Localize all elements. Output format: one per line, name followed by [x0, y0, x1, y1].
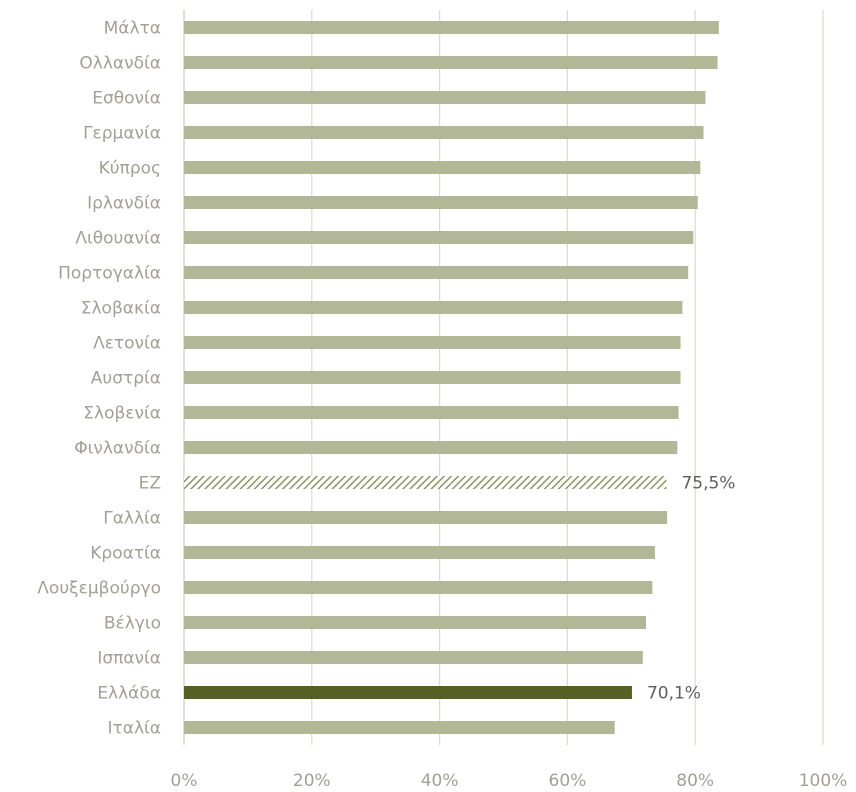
- category-label: Σλοβενία: [83, 404, 161, 424]
- bar-0: [184, 21, 719, 34]
- bar-3: [184, 126, 704, 139]
- bar-10: [184, 371, 681, 384]
- category-label: Γερμανία: [83, 124, 161, 144]
- category-label: Γαλλία: [103, 509, 161, 529]
- category-label: Βέλγιο: [104, 614, 161, 634]
- bar-11: [184, 406, 679, 419]
- bar-19: [184, 686, 632, 699]
- bar-6: [184, 231, 694, 244]
- bar-17: [184, 616, 646, 629]
- bar-12: [184, 441, 678, 454]
- category-label: Ιταλία: [108, 719, 161, 739]
- category-label: Κύπρος: [99, 159, 161, 179]
- category-label: Σλοβακία: [81, 299, 161, 319]
- x-tick-label: 0%: [171, 771, 198, 791]
- bar-20: [184, 721, 615, 734]
- x-tick-label: 100%: [799, 771, 848, 791]
- category-label: Λετονία: [93, 334, 161, 354]
- bar-15: [184, 546, 655, 559]
- bar-16: [184, 581, 653, 594]
- category-label: Αυστρία: [91, 369, 161, 389]
- data-labels: 75,5% 70,1%: [647, 474, 736, 704]
- bar-18: [184, 651, 643, 664]
- category-label: Ολλανδία: [79, 54, 161, 74]
- category-label: Ισπανία: [97, 649, 161, 669]
- category-label: Κροατία: [90, 544, 161, 564]
- bar-1: [184, 56, 718, 69]
- category-label: Φινλανδία: [74, 439, 161, 459]
- x-tick-label: 80%: [676, 771, 714, 791]
- category-label: Λουξεμβούργο: [37, 579, 161, 599]
- bar-7: [184, 266, 689, 279]
- category-label: ΕΖ: [139, 474, 161, 494]
- bar-8: [184, 301, 683, 314]
- category-label: Λιθουανία: [75, 229, 161, 249]
- category-label: Πορτογαλία: [58, 264, 161, 284]
- x-tick-label: 20%: [293, 771, 331, 791]
- data-label: 75,5%: [681, 474, 735, 494]
- x-tick-label: 40%: [421, 771, 459, 791]
- category-label: Ελλάδα: [97, 684, 161, 704]
- bar-2: [184, 91, 706, 104]
- bar-5: [184, 196, 698, 209]
- category-label: Μάλτα: [104, 19, 161, 39]
- x-axis-tick-labels: 0% 20% 40% 60% 80% 100%: [171, 771, 848, 791]
- category-label: Εσθονία: [92, 89, 161, 109]
- data-label: 70,1%: [647, 684, 701, 704]
- x-tick-label: 60%: [549, 771, 587, 791]
- bar-14: [184, 511, 668, 524]
- category-labels: Μάλτα Ολλανδία Εσθονία Γερμανία Κύπρος Ιρλανδ…: [37, 19, 161, 739]
- bar-9: [184, 336, 681, 349]
- bar-4: [184, 161, 701, 174]
- bars: [184, 21, 719, 734]
- bar-13: [184, 476, 667, 489]
- category-label: Ιρλανδία: [87, 194, 161, 214]
